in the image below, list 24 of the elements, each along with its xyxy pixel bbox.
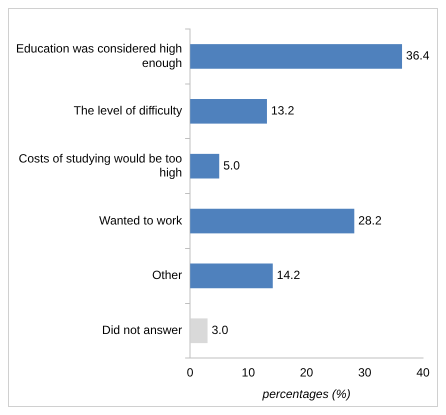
data-label: 14.2 (276, 268, 300, 282)
data-label: 13.2 (270, 104, 295, 118)
x-tick-label: 0 (186, 366, 194, 380)
x-tick-label: 10 (242, 366, 256, 380)
data-label: 5.0 (223, 158, 240, 172)
bar (190, 44, 402, 69)
x-tick-label: 40 (416, 366, 430, 380)
bar (190, 318, 208, 344)
x-tick-label: 30 (358, 366, 372, 380)
data-label: 28.2 (358, 213, 382, 228)
y-tick-label: The level of difficulty (74, 104, 182, 118)
bar (190, 264, 273, 288)
x-axis-title: percentages (%) (262, 387, 351, 402)
data-label: 3.0 (212, 323, 229, 338)
x-tick-label: 20 (300, 366, 314, 380)
y-tick-label: Wanted to work (99, 213, 184, 228)
bar (190, 98, 267, 124)
y-tick-label: Costs of studying would be too high (18, 151, 182, 180)
y-tick-label: Education was considered high enough (16, 42, 182, 70)
data-label: 36.4 (406, 48, 430, 63)
bar (190, 154, 220, 179)
y-tick-label: Other (152, 268, 182, 282)
bar (190, 208, 354, 234)
y-tick-label: Did not answer (102, 323, 182, 338)
